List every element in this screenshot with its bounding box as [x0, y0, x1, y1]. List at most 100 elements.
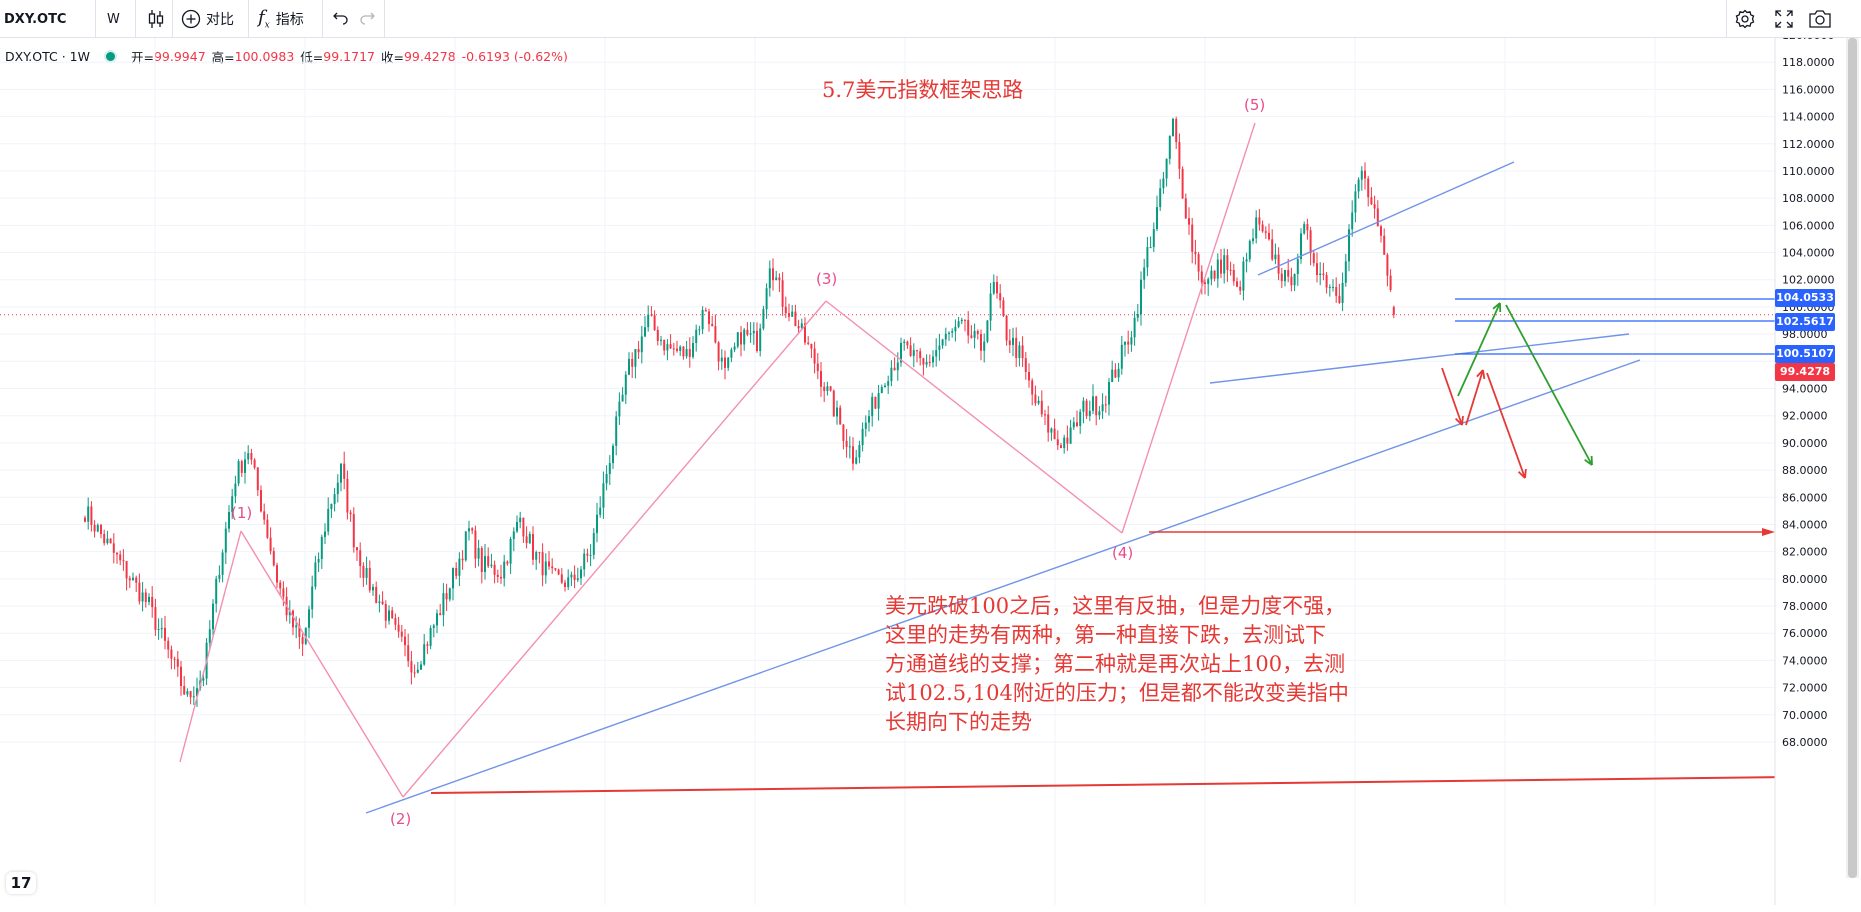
candle-body [119, 554, 122, 561]
wave-label-3[interactable]: (3) [816, 270, 838, 288]
redo-icon [360, 12, 375, 25]
price-tick-label: 108.0000 [1782, 192, 1835, 205]
candle-body [1348, 229, 1350, 262]
candle-body [730, 349, 733, 358]
candle-body [848, 446, 851, 448]
price-tick-label: 88.0000 [1782, 464, 1828, 477]
candle-body [999, 293, 1002, 301]
candle-body [266, 519, 269, 538]
candle-body [416, 669, 419, 673]
price-tick-label: 102.0000 [1782, 274, 1835, 287]
candle-body [903, 341, 906, 344]
wave-label-1[interactable]: (1) [231, 504, 253, 522]
candle-body [1133, 317, 1136, 338]
candle-body [941, 339, 944, 346]
candle-body [1066, 437, 1069, 444]
candle-body [1210, 270, 1213, 280]
analysis-note[interactable]: 美元跌破100之后，这里有反抽，但是力度不强， 这里的走势有两种，第一种直接下跌… [885, 592, 1425, 737]
candle-body [1322, 273, 1325, 276]
candle-body [912, 350, 915, 356]
drawing-layer [179, 122, 1793, 814]
candle-body [1351, 212, 1354, 230]
price-tick-label: 82.0000 [1782, 546, 1828, 559]
candle-body [234, 483, 237, 497]
candle-body [528, 534, 531, 544]
tradingview-logo[interactable]: 17 [6, 872, 36, 894]
candle-body [669, 344, 672, 349]
wave-label-5[interactable]: (5) [1244, 96, 1266, 114]
candle-body [688, 349, 691, 357]
symbol-search-button[interactable]: DXY.OTC [4, 11, 67, 27]
candle-body [948, 332, 950, 334]
candle-body [141, 592, 144, 602]
candle-body [279, 582, 282, 589]
chart-title-note[interactable]: 5.7美元指数框架思路 [822, 78, 1024, 102]
candle-body [349, 512, 352, 515]
candle-body [352, 514, 355, 548]
snapshot-button[interactable] [1808, 0, 1832, 38]
candle-body [468, 528, 470, 532]
candle-body [346, 478, 349, 513]
candle-body [644, 327, 646, 337]
candle-body [180, 666, 182, 687]
candle-body [570, 574, 573, 578]
arrowhead [1454, 415, 1464, 426]
fullscreen-button[interactable] [1774, 0, 1794, 38]
undo-button[interactable] [332, 0, 350, 38]
candle-body [717, 342, 720, 362]
candle-body [400, 631, 403, 637]
indicators-button[interactable]: fx 指标 [258, 0, 304, 38]
low-value: 99.1717 [323, 49, 375, 64]
price-chart[interactable]: 68.0000 70.0000 72.0000 74.0000 76.0000 78.00… [0, 38, 1846, 912]
arrowhead [1476, 369, 1486, 380]
legend-symbol[interactable]: DXY.OTC · 1W [5, 49, 90, 64]
candle-body [448, 588, 451, 600]
candle-body [794, 311, 797, 327]
candle-body [237, 461, 240, 484]
vertical-scrollbar[interactable] [1846, 38, 1859, 878]
candle-body [1178, 142, 1181, 169]
candle-body [173, 658, 176, 660]
wave-label-2[interactable]: (2) [390, 810, 412, 828]
candle-body [845, 440, 848, 447]
close-label: 收= [380, 50, 404, 65]
candle-body [282, 588, 285, 597]
candle-body [976, 330, 979, 334]
candle-body [228, 512, 230, 529]
candle-body [1383, 235, 1386, 255]
trend-channel-upper [1257, 161, 1515, 276]
chart-type-button[interactable] [145, 0, 167, 38]
price-tick-label: 116.0000 [1782, 83, 1835, 96]
note-line: 美元跌破100之后，这里有反抽，但是力度不强， [885, 594, 1346, 618]
candle-body [1060, 445, 1062, 448]
candle-body [1255, 217, 1258, 239]
candle-body [1024, 358, 1027, 372]
candle-body [1108, 382, 1110, 405]
candle-body [410, 661, 413, 673]
wave-label-4[interactable]: (4) [1112, 544, 1134, 562]
trend-channel-lower [365, 359, 1641, 814]
redo-button[interactable] [358, 0, 376, 38]
candle-body [509, 538, 512, 564]
candle-body [1216, 259, 1219, 279]
candle-body [487, 556, 490, 567]
candle-body [90, 506, 93, 525]
candle-body [608, 463, 611, 475]
price-axis-background [1775, 38, 1846, 906]
candle-body [656, 329, 659, 341]
arrowhead [1492, 302, 1502, 313]
candle-body [1380, 226, 1382, 236]
candle-body [1053, 428, 1056, 440]
candle-body [820, 371, 822, 387]
settings-button[interactable] [1734, 0, 1756, 38]
interval-button[interactable]: W [107, 11, 120, 27]
candle-body [615, 416, 618, 446]
candle-body [336, 482, 339, 495]
candle-body [1162, 178, 1165, 189]
candle-body [1050, 428, 1053, 433]
candle-body [186, 691, 189, 695]
compare-button[interactable]: 对比 [180, 0, 234, 38]
candle-body [320, 536, 323, 559]
price-tick-label: 104.0000 [1782, 247, 1835, 260]
scrollbar-thumb[interactable] [1848, 38, 1857, 878]
